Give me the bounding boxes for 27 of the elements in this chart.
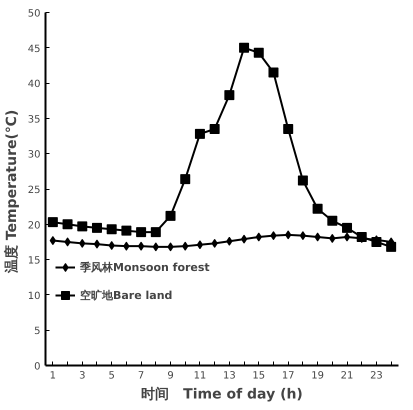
y-tick-label: 35	[28, 114, 41, 126]
y-axis-title: 温度 Temperature(℃)	[2, 110, 20, 274]
y-tick-label: 50	[28, 8, 41, 20]
x-tick-label: 23	[370, 370, 383, 382]
y-tick-label: 30	[28, 150, 41, 161]
y-tick-label: 20	[28, 220, 41, 232]
x-tick-label: 11	[194, 370, 206, 382]
legend-label: 空旷地Bare land	[80, 288, 172, 302]
x-tick-label: 5	[108, 370, 115, 382]
y-tick-label: 0	[34, 362, 41, 372]
y-tick-label: 45	[28, 44, 41, 55]
x-tick-label: 15	[252, 370, 266, 382]
y-tick-label: 15	[28, 256, 41, 267]
x-tick-label: 21	[340, 370, 354, 382]
x-axis-title: 时间 Time of day (h)	[141, 386, 303, 402]
x-tick-label: 1	[50, 370, 56, 382]
x-tick-label: 13	[222, 370, 236, 382]
y-tick-label: 10	[28, 290, 41, 302]
y-tick-label: 5	[34, 326, 41, 338]
x-tick-label: 19	[311, 370, 324, 382]
x-tick-label: 3	[79, 370, 86, 382]
x-tick-label: 17	[282, 370, 295, 382]
legend-label: 季风林Monsoon forest	[80, 260, 210, 274]
x-tick-label: 7	[138, 370, 144, 382]
y-tick-label: 40	[28, 79, 41, 90]
y-tick-label: 25	[28, 185, 41, 196]
x-tick-label: 9	[167, 370, 174, 382]
